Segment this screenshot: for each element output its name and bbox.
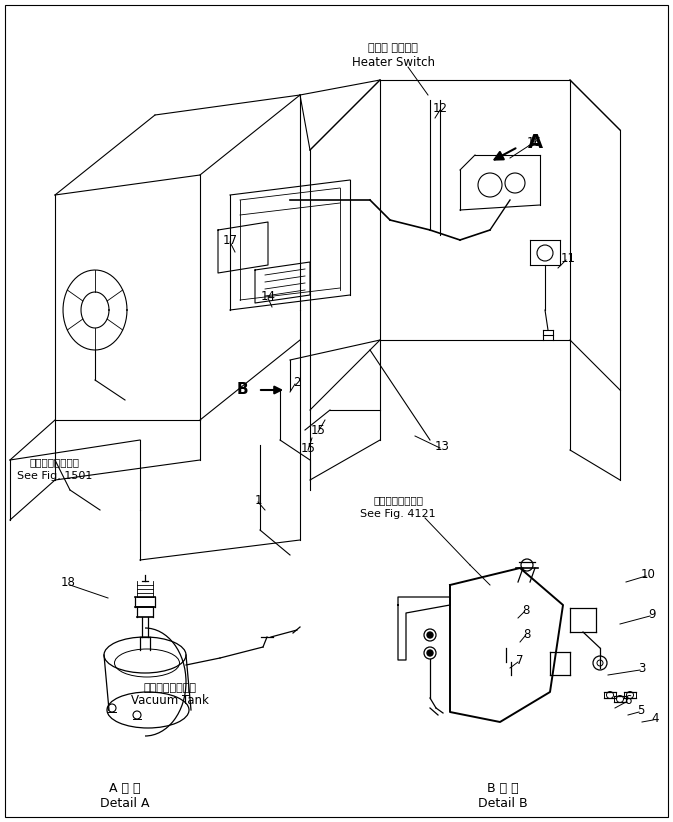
Text: 5: 5: [637, 704, 645, 717]
Text: 16: 16: [526, 136, 542, 150]
Circle shape: [427, 650, 433, 656]
Text: 9: 9: [648, 607, 656, 621]
Text: Detail B: Detail B: [479, 797, 528, 810]
Text: 4: 4: [651, 712, 659, 724]
Text: A: A: [528, 133, 543, 153]
Text: 第４１２１図参照: 第４１２１図参照: [373, 495, 423, 505]
Text: 10: 10: [641, 567, 656, 580]
Text: Vacuum Tank: Vacuum Tank: [131, 694, 209, 706]
Circle shape: [427, 632, 433, 638]
Text: 13: 13: [435, 440, 450, 452]
Text: 17: 17: [223, 233, 238, 247]
Text: Detail A: Detail A: [100, 797, 150, 810]
Text: 12: 12: [433, 101, 448, 114]
Text: Heater Switch: Heater Switch: [351, 56, 435, 68]
Text: 2: 2: [293, 376, 301, 389]
Text: 1: 1: [254, 493, 262, 506]
Text: 8: 8: [524, 627, 531, 640]
Text: B: B: [236, 382, 248, 398]
Text: バキュームタンク: バキュームタンク: [143, 683, 197, 693]
Text: 8: 8: [522, 603, 530, 616]
Text: See Fig. 1501: See Fig. 1501: [17, 471, 93, 481]
Text: B 詳 細: B 詳 細: [487, 782, 519, 795]
Text: 15: 15: [310, 423, 326, 436]
Text: See Fig. 4121: See Fig. 4121: [360, 509, 436, 519]
Text: 3: 3: [638, 662, 645, 675]
Text: 11: 11: [561, 252, 575, 265]
Text: 14: 14: [260, 289, 275, 302]
Text: ヒータ スイッチ: ヒータ スイッチ: [368, 43, 418, 53]
Text: 第１５０１図参照: 第１５０１図参照: [30, 457, 80, 467]
Text: A 詳 細: A 詳 細: [109, 782, 141, 795]
Text: 15: 15: [301, 441, 316, 455]
Text: 6: 6: [625, 694, 632, 706]
Text: 18: 18: [61, 576, 75, 589]
Text: 7: 7: [516, 653, 524, 667]
